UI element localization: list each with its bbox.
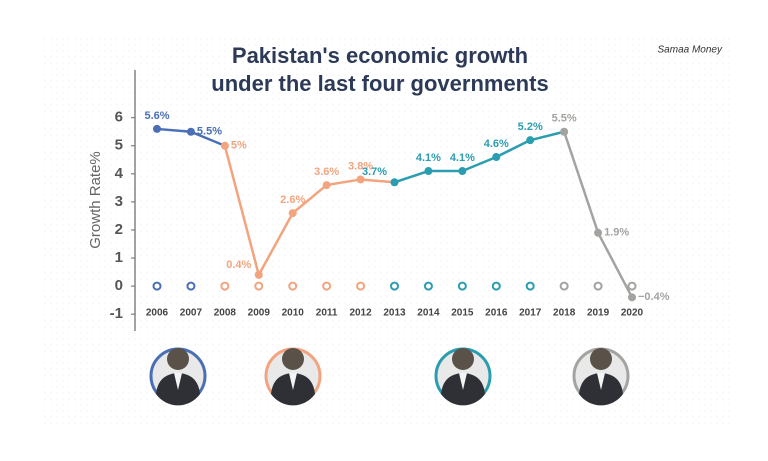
x-tick-label: 2011 [316, 308, 338, 319]
data-point [322, 181, 331, 190]
line-segment [325, 178, 362, 187]
portrait-head [452, 348, 474, 370]
line-segment [359, 178, 396, 184]
x-tick-label: 2008 [214, 308, 237, 319]
baseline-marker [457, 281, 467, 291]
line-segment [223, 144, 261, 277]
portrait-shirt [289, 373, 297, 390]
x-tick-label: 2007 [180, 308, 203, 319]
portrait [572, 347, 630, 406]
data-label: 1.9% [604, 227, 629, 239]
line-segment [291, 183, 328, 215]
line-segment [528, 130, 566, 142]
line-segment [155, 127, 193, 133]
data-label: 5% [231, 140, 247, 152]
data-label: 4.6% [484, 138, 509, 150]
baseline-marker [423, 281, 433, 291]
baseline-marker [559, 281, 569, 291]
x-tick-label: 2012 [349, 308, 372, 319]
portrait-shirt [597, 373, 605, 390]
portrait [434, 347, 492, 406]
line-segment [562, 130, 600, 235]
baseline-marker [186, 281, 196, 291]
x-tick-label: 2006 [146, 308, 169, 319]
data-label: 2.6% [280, 194, 305, 206]
data-label: 3.6% [314, 166, 339, 178]
baseline-marker [356, 281, 366, 291]
x-tick-label: 2010 [282, 308, 305, 319]
data-point [594, 228, 603, 237]
portrait-shirt [174, 373, 182, 390]
y-tick-label: 0 [115, 277, 123, 294]
baseline-marker [322, 281, 332, 291]
portrait-head [282, 348, 304, 370]
data-point [254, 270, 263, 279]
x-tick-label: 2019 [587, 308, 610, 319]
portrait [264, 347, 322, 406]
y-tick-label: 4 [115, 165, 124, 182]
x-tick-label: 2017 [519, 308, 542, 319]
data-point [186, 127, 195, 136]
x-tick-label: 2009 [248, 308, 271, 319]
line-segment [495, 138, 532, 159]
source: Samaa Money [658, 45, 723, 56]
baseline-marker [288, 281, 298, 291]
data-point [458, 167, 467, 176]
y-axis-label: Growth Rate% [87, 151, 104, 249]
baseline-marker [593, 281, 603, 291]
x-tick-label: 2020 [621, 308, 644, 319]
portrait [149, 347, 207, 406]
baseline-marker [152, 281, 162, 291]
data-point [628, 293, 636, 302]
data-point [153, 124, 161, 133]
data-label: 5.2% [518, 121, 543, 133]
baseline-marker [390, 281, 399, 291]
data-label: 4.1% [416, 152, 441, 164]
data-point [424, 167, 433, 176]
baseline-marker [627, 281, 637, 291]
data-label: 5.6% [144, 110, 169, 122]
y-tick-label: 2 [115, 221, 123, 238]
data-point [492, 153, 501, 161]
y-tick-label: 5 [115, 137, 123, 154]
line-segment [461, 155, 498, 173]
x-tick-label: 2016 [485, 308, 508, 319]
data-point [356, 175, 365, 184]
data-label: 3.8% [348, 160, 373, 172]
y-tick-label: 6 [115, 109, 123, 126]
data-label: 4.1% [450, 152, 475, 164]
x-tick-label: 2013 [383, 308, 406, 319]
x-tick-label: 2015 [451, 308, 474, 319]
data-point [288, 209, 297, 218]
data-label: 5.5% [552, 113, 577, 125]
y-tick-label: -1 [110, 305, 123, 322]
line-segment [189, 130, 227, 148]
data-point [220, 141, 229, 150]
y-tick-label: 3 [115, 193, 123, 210]
chart-title: under the last four governments [211, 71, 548, 96]
line-segment [257, 211, 294, 277]
baseline-marker [525, 281, 535, 291]
line-segment [393, 169, 430, 184]
data-label: 5.5% [197, 126, 222, 138]
y-tick-label: 1 [115, 249, 123, 266]
baseline-marker [254, 281, 264, 291]
portrait-shirt [459, 373, 467, 390]
portrait-head [590, 348, 612, 370]
data-label: 3.7% [362, 166, 387, 178]
baseline-marker [491, 281, 501, 291]
x-tick-label: 2018 [553, 308, 576, 319]
line-segment [596, 231, 634, 299]
baseline-marker [220, 281, 230, 291]
data-point [390, 178, 399, 187]
data-label: −0.4% [638, 291, 670, 303]
x-tick-label: 2014 [417, 308, 440, 319]
chart-title: Pakistan's economic growth [232, 43, 528, 68]
data-label: 0.4% [226, 259, 251, 271]
data-point [526, 136, 535, 145]
portrait-head [167, 348, 189, 370]
data-point [560, 127, 569, 136]
